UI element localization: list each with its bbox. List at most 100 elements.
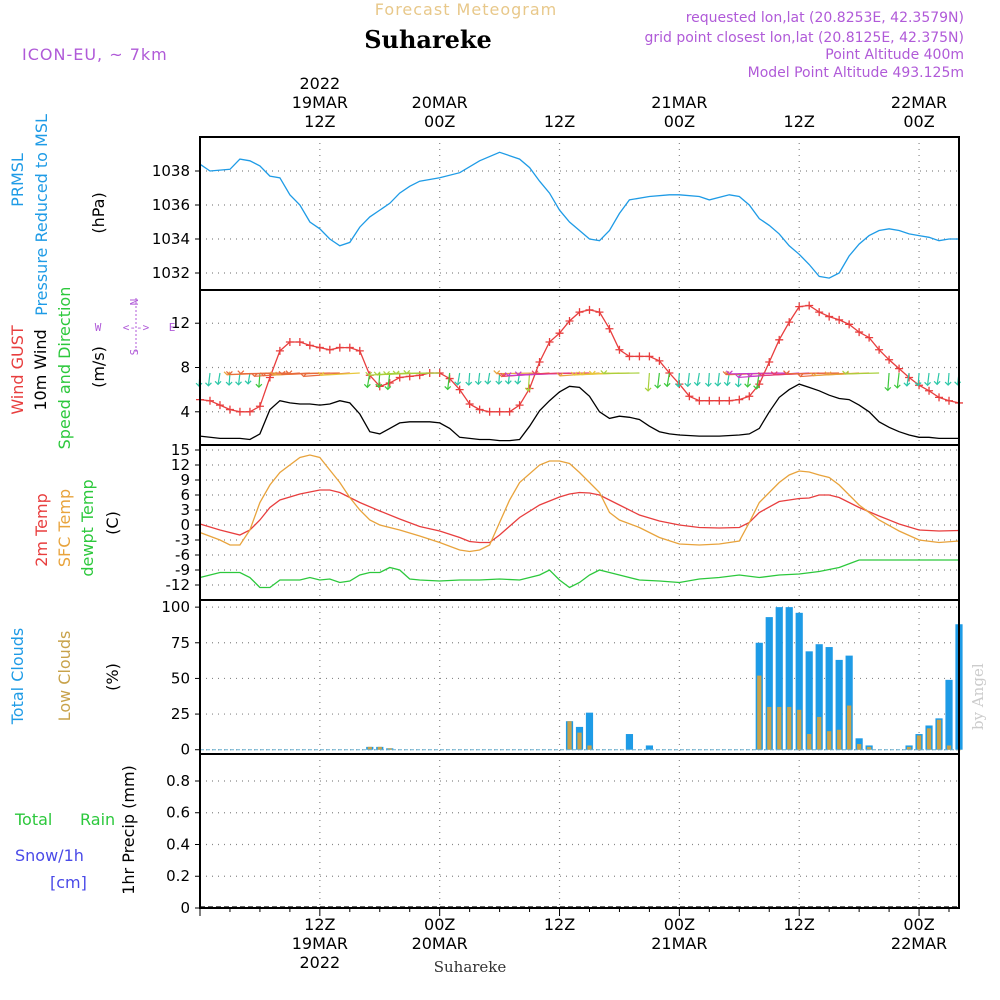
low-cloud-bar <box>906 746 912 750</box>
gust-marker <box>355 346 364 355</box>
wind-arrowhead <box>842 370 849 375</box>
wind-arrowhead <box>674 383 682 388</box>
gust-marker <box>475 405 484 414</box>
bottom-time-label: 00Z <box>424 915 455 934</box>
wind-arrowhead <box>403 370 411 375</box>
gust-marker <box>705 396 714 405</box>
wind-arrowhead <box>300 372 307 378</box>
gust-marker <box>395 373 404 382</box>
wind-arrow <box>737 372 740 387</box>
low-cloud-bar <box>936 719 942 750</box>
y-tick-label: -3 <box>175 531 190 549</box>
gust-marker <box>415 371 424 380</box>
compass-e: E <box>169 321 176 334</box>
panel-4: 0 0.2 0.4 0.6 0.8 <box>166 754 959 917</box>
wind-arrowhead <box>255 383 263 389</box>
gust-marker <box>835 315 844 324</box>
gust-marker <box>315 343 324 352</box>
temp-line-1 <box>199 454 960 553</box>
top-time-label: 2022 <box>299 74 340 93</box>
gust-marker <box>465 400 474 409</box>
wind-arrow <box>896 372 900 388</box>
low-cloud-bar <box>387 748 392 750</box>
low-cloud-bar <box>916 735 922 750</box>
wind-arrowhead <box>914 382 922 387</box>
gust-marker <box>825 312 834 321</box>
y-tick-label: 12 <box>171 314 190 332</box>
wind-arrowhead <box>924 381 931 387</box>
compass-w: W <box>95 321 102 334</box>
y-tick-label: 9 <box>180 471 190 489</box>
wind-arrowhead <box>495 380 503 385</box>
bottom-time-label: 12Z <box>784 915 815 934</box>
gust-marker <box>635 352 644 361</box>
gust-marker <box>385 379 394 387</box>
legend-snow: Snow/1h <box>15 846 84 865</box>
gust-marker <box>305 341 314 350</box>
wind-arrow <box>487 372 491 384</box>
wind-arrowhead <box>317 371 325 377</box>
gust-marker <box>575 308 584 317</box>
wind-arrowhead <box>714 382 722 387</box>
bottom-time-label: 00Z <box>903 915 934 934</box>
grid-coords: grid point closest lon,lat (20.8125E, 42… <box>644 30 964 46</box>
low-cloud-bar <box>946 745 952 750</box>
low-cloud-bar <box>367 746 372 750</box>
wind-arrowhead <box>757 372 765 377</box>
total-cloud-bar <box>625 734 634 750</box>
panel-frame <box>199 444 960 601</box>
gust-marker <box>555 329 564 338</box>
wind-arrowhead <box>260 372 267 377</box>
y-tick-label: -9 <box>175 561 190 579</box>
top-time-label: 20MAR <box>412 93 468 112</box>
low-cloud-bar <box>577 732 582 750</box>
wind-arrowhead <box>644 387 652 392</box>
gust-marker <box>235 407 244 416</box>
wind-arrow <box>247 372 251 384</box>
gust-marker <box>535 357 544 366</box>
y-tick-label: 0.2 <box>166 867 190 885</box>
y-tick-label: -6 <box>175 546 190 564</box>
wind-arrowhead <box>723 381 731 387</box>
gust-marker <box>295 338 304 347</box>
wind-arrow <box>237 372 241 385</box>
bottom-time-label: 22MAR <box>891 934 947 953</box>
low-cloud-bar <box>767 706 772 750</box>
gust-marker <box>525 384 534 393</box>
top-time-label: 00Z <box>664 112 695 131</box>
wind-arrowhead <box>514 371 522 376</box>
wind-arrow <box>217 372 221 385</box>
gust-marker <box>865 333 874 342</box>
bottom-time-label: 19MAR <box>292 934 348 953</box>
total-cloud-bar <box>795 612 803 750</box>
low-cloud-bar <box>797 709 802 750</box>
wind-arrowhead <box>383 370 390 376</box>
forecast-label: Forecast Meteogram <box>375 0 557 19</box>
gust-marker <box>515 401 524 410</box>
wind-arrow <box>288 372 340 375</box>
wind-arrow <box>677 372 680 387</box>
wind-arrowhead <box>465 381 473 386</box>
compass-s: S <box>128 349 141 356</box>
wind-arrow <box>926 372 930 386</box>
wind-arrowhead <box>735 373 743 379</box>
wind-arrowhead <box>654 384 662 389</box>
gust-marker <box>215 401 224 410</box>
y-tick-label: 0.8 <box>166 772 190 790</box>
temp-line-2 <box>199 559 959 589</box>
gust-marker <box>925 386 934 395</box>
wind-arrowhead <box>746 372 754 378</box>
top-time-label: 19MAR <box>292 93 348 112</box>
wind-arrowhead <box>663 382 671 388</box>
bottom-time-label: 12Z <box>304 915 335 934</box>
gust-marker <box>885 355 894 364</box>
wind-arrowhead <box>824 371 832 376</box>
wind-arrow <box>717 372 720 386</box>
wind-arrowhead <box>903 382 911 387</box>
wind-arrow <box>906 372 910 386</box>
pressure-label-2: Pressure Reduced to MSL <box>32 114 51 316</box>
gust-marker <box>855 328 864 337</box>
panel-0: 1032 1034 1036 1038 <box>152 137 959 290</box>
top-time-label: 12Z <box>544 112 575 131</box>
